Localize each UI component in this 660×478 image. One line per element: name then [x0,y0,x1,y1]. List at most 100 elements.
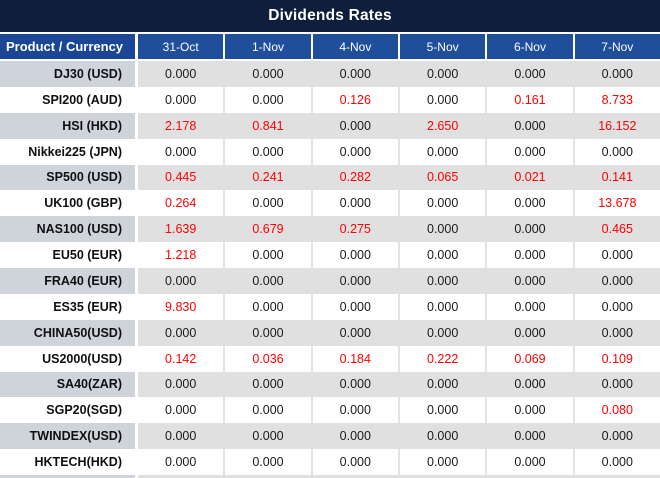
dividend-value-cell: 0.000 [572,371,660,398]
dividend-value-cell: 0.000 [138,397,224,424]
dividend-value-cell: 0.000 [138,86,224,113]
dividend-value-cell: 1.218 [138,242,224,268]
product-cell: FRA40 (EUR) [0,268,138,294]
dividend-value-cell: 0.000 [397,268,486,294]
dividend-value-cell: 0.000 [310,242,398,268]
dividend-value-cell: 0.000 [572,319,660,346]
dividend-value-cell: 0.000 [310,112,398,139]
dividend-value-cell: 0.000 [572,449,660,475]
product-cell: TWINDEX(USD) [0,423,138,450]
dividend-value-cell: 0.000 [572,138,660,165]
dividend-value-cell: 0.069 [485,345,573,372]
dividend-value-cell: 0.000 [223,61,311,87]
table-row: SA40(ZAR) 0.000 0.000 0.000 0.000 0.000 0.000 [0,371,660,398]
dividend-value-cell: 0.000 [310,423,398,450]
dividend-value-cell: 0.275 [310,216,398,243]
product-cell: SP500 (USD) [0,164,138,191]
dividend-value-cell: 9.830 [138,293,224,320]
dividend-value-cell: 0.000 [310,138,398,165]
dividend-value-cell [397,475,486,478]
dividend-value-cell: 0.000 [485,371,573,398]
product-cell: SA40(ZAR) [0,371,138,398]
dividend-value-cell: 0.000 [485,397,573,424]
table-row: DJ30 (USD) 0.000 0.000 0.000 0.000 0.000 0.000 [0,61,660,87]
product-cell: SPI200 (AUD) [0,86,138,113]
table-row: NAS100 (USD) 1.639 0.679 0.275 0.000 0.000 0.4… [0,216,660,243]
dividend-value-cell: 0.264 [138,190,224,217]
dividend-value-cell: 0.222 [397,345,486,372]
table-row: Nikkei225 (JPN) 0.000 0.000 0.000 0.000 0.000… [0,138,660,165]
dividend-value-cell: 0.021 [485,164,573,191]
dividend-value-cell: 0.000 [485,449,573,475]
product-cell: NAS100 (USD) [0,216,138,243]
dividend-value-cell: 0.000 [397,86,486,113]
product-cell: ES35 (EUR) [0,293,138,320]
dividend-value-cell: 8.733 [572,86,660,113]
column-header-dates: 31-Oct 1-Nov 4-Nov 5-Nov 6-Nov 7-Nov [138,34,660,59]
dividend-value-cell: 0.000 [310,190,398,217]
dividend-value-cell: 0.000 [572,268,660,294]
column-header-date: 31-Oct [138,34,224,59]
dividend-value-cell: 0.282 [310,164,398,191]
product-cell: HSI (HKD) [0,112,138,139]
dividend-value-cell: 0.000 [485,112,573,139]
divider [0,32,660,34]
table-row: ES35 (EUR) 9.830 0.000 0.000 0.000 0.000 0.000 [0,293,660,320]
divider [0,59,660,61]
dividend-value-cell: 0.036 [223,345,311,372]
dividend-value-cell: 0.000 [138,371,224,398]
dividend-value-cell: 0.679 [223,216,311,243]
dividend-value-cell: 0.000 [397,216,486,243]
dividend-value-cell: 0.000 [138,138,224,165]
dividend-value-cell: 0.000 [485,423,573,450]
dividend-value-cell: 0.000 [223,268,311,294]
dividend-value-cell: 0.000 [223,423,311,450]
dividend-value-cell: 0.000 [223,293,311,320]
dividend-value-cell: 0.000 [485,242,573,268]
dividend-value-cell: 0.000 [223,319,311,346]
table-row: SP500 (USD) 0.445 0.241 0.282 0.065 0.021 0.14… [0,164,660,191]
table-row: US2000(USD) 0.142 0.036 0.184 0.222 0.069 0.10… [0,345,660,372]
dividend-value-cell: 0.142 [138,345,224,372]
dividend-value-cell: 0.000 [572,61,660,87]
table-row: TWINDEX(USD) 0.000 0.000 0.000 0.000 0.000 0.0… [0,423,660,450]
dividend-value-cell: 0.080 [572,397,660,424]
dividend-value-cell: 13.678 [572,190,660,217]
partial-row-edge [0,475,660,478]
dividend-value-cell: 0.126 [310,86,398,113]
dividend-value-cell: 0.241 [223,164,311,191]
product-cell: DJ30 (USD) [0,61,138,87]
dividend-value-cell: 0.000 [310,268,398,294]
dividend-value-cell: 1.639 [138,216,224,243]
dividend-value-cell: 0.161 [485,86,573,113]
dividend-value-cell: 0.000 [138,449,224,475]
product-cell: US2000(USD) [0,345,138,372]
dividend-value-cell: 0.000 [485,138,573,165]
product-cell [0,475,138,478]
table-row: UK100 (GBP) 0.264 0.000 0.000 0.000 0.000 13.6… [0,190,660,217]
dividend-value-cell: 0.000 [485,293,573,320]
dividend-value-cell [310,475,398,478]
dividend-value-cell [572,475,660,478]
dividend-value-cell: 0.000 [138,268,224,294]
dividend-value-cell: 0.000 [310,293,398,320]
product-cell: HKTECH(HKD) [0,449,138,475]
dividend-value-cell: 0.000 [397,293,486,320]
dividend-value-cell: 0.000 [310,449,398,475]
dividend-value-cell: 0.445 [138,164,224,191]
dividend-value-cell: 0.000 [485,61,573,87]
column-header-date: 5-Nov [397,34,486,59]
dividend-value-cell: 0.000 [572,293,660,320]
product-cell: UK100 (GBP) [0,190,138,217]
dividend-value-cell: 0.000 [223,449,311,475]
dividend-value-cell: 0.000 [397,319,486,346]
dividend-value-cell: 0.000 [485,319,573,346]
product-cell: SGP20(SGD) [0,397,138,424]
dividend-value-cell: 0.000 [138,319,224,346]
table-row: HKTECH(HKD) 0.000 0.000 0.000 0.000 0.000 0.00… [0,449,660,475]
dividend-value-cell: 0.000 [397,61,486,87]
table-body: DJ30 (USD) 0.000 0.000 0.000 0.000 0.000 0.000… [0,61,660,478]
dividend-value-cell: 0.000 [310,371,398,398]
dividend-value-cell [223,475,311,478]
table-row: SPI200 (AUD) 0.000 0.000 0.126 0.000 0.161 8.7… [0,86,660,113]
